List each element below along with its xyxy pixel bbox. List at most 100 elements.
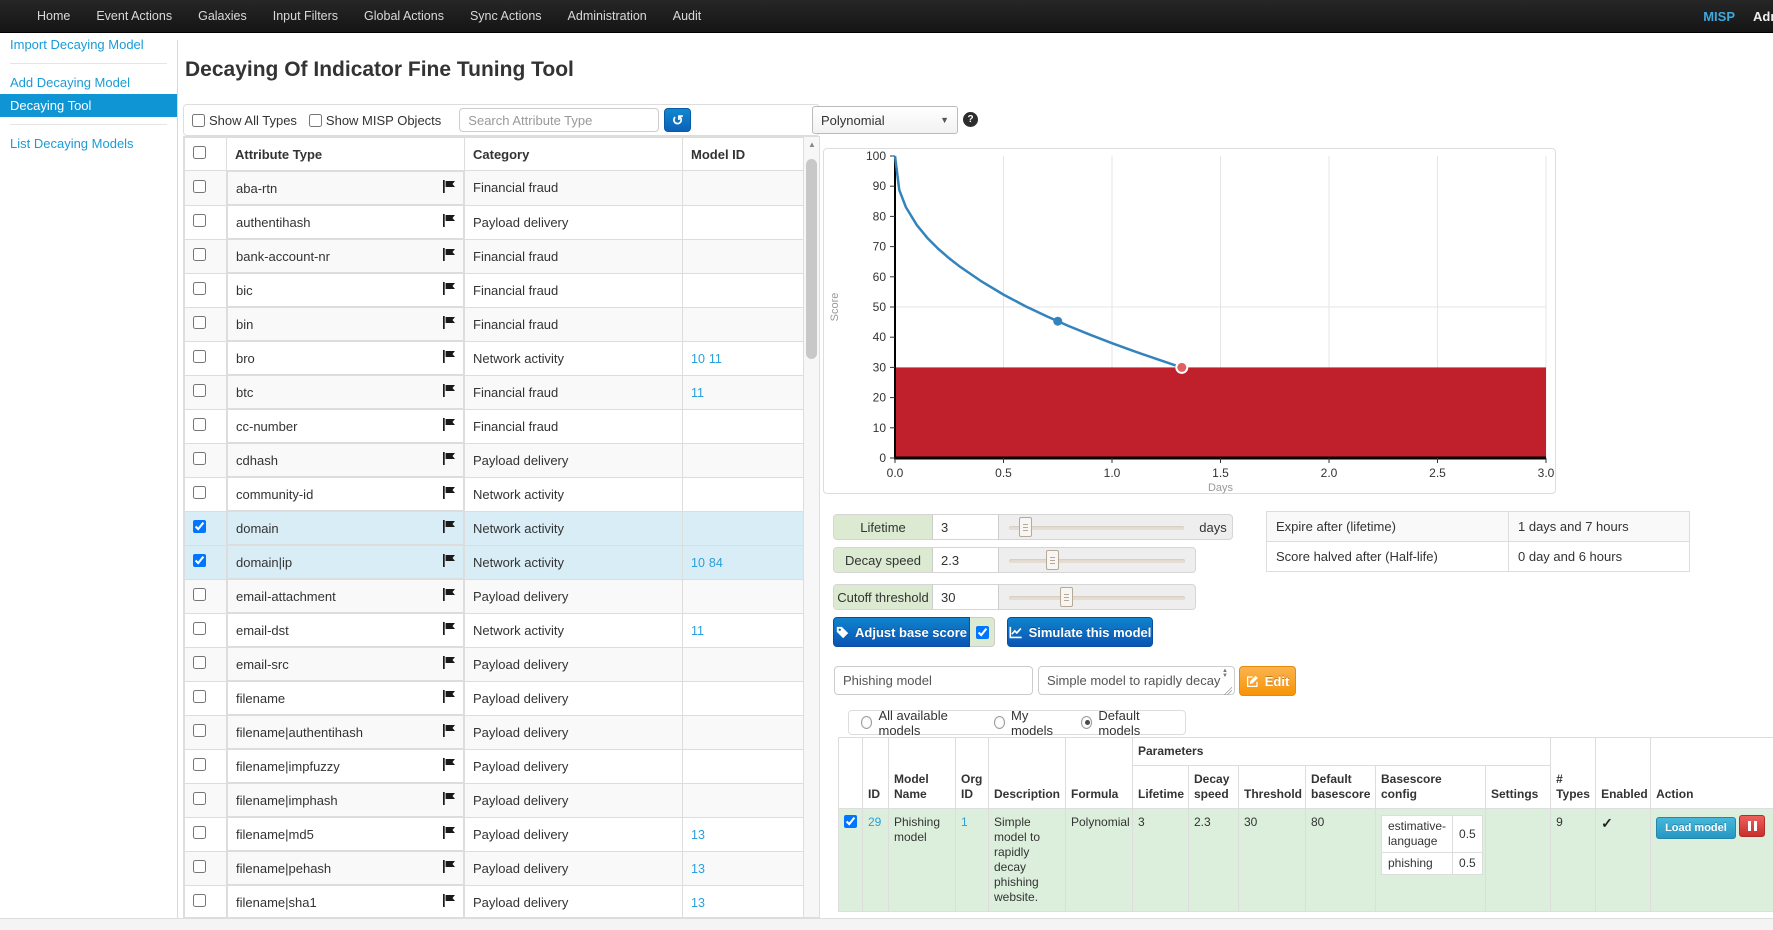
row-checkbox[interactable] <box>193 792 206 805</box>
model-id-link[interactable]: 13 <box>691 862 705 876</box>
model-id-link[interactable]: 84 <box>709 556 723 570</box>
row-checkbox[interactable] <box>193 826 206 839</box>
row-checkbox[interactable] <box>193 724 206 737</box>
attribute-table-scrollbar[interactable]: ▲ <box>803 137 819 917</box>
show-misp-objects-label[interactable]: Show MISP Objects <box>326 113 441 128</box>
misp-brand[interactable]: MISP <box>1703 0 1735 33</box>
row-checkbox[interactable] <box>193 894 206 907</box>
scrollbar-thumb[interactable] <box>806 159 817 359</box>
attribute-row[interactable]: community-idNetwork activity <box>185 477 805 511</box>
attribute-row[interactable]: btcFinancial fraud11 <box>185 375 805 409</box>
show-misp-objects-checkbox[interactable] <box>309 114 322 127</box>
decay-chart[interactable]: 01020304050607080901000.00.51.01.52.02.5… <box>824 149 1557 495</box>
row-checkbox[interactable] <box>193 486 206 499</box>
radio-all-available-models[interactable]: All available models <box>861 708 978 738</box>
row-checkbox[interactable] <box>193 758 206 771</box>
row-checkbox[interactable] <box>193 860 206 873</box>
nav-item-global-actions[interactable]: Global Actions <box>351 0 457 33</box>
nav-item-home[interactable]: Home <box>24 0 83 33</box>
attribute-row[interactable]: broNetwork activity1011 <box>185 341 805 375</box>
sidebar-item-decaying-tool[interactable]: Decaying Tool <box>0 94 177 117</box>
attribute-row[interactable]: authentihashPayload delivery <box>185 205 805 239</box>
row-checkbox[interactable] <box>193 520 206 533</box>
scroll-up-icon[interactable]: ▲ <box>804 137 820 153</box>
attribute-row[interactable]: filename|authentihashPayload delivery <box>185 715 805 749</box>
model-id-link[interactable]: 10 <box>691 352 705 366</box>
attribute-row[interactable]: binFinancial fraud <box>185 307 805 341</box>
edit-model-button[interactable]: Edit <box>1239 666 1296 696</box>
nav-item-sync-actions[interactable]: Sync Actions <box>457 0 555 33</box>
decay-speed-slider-thumb[interactable] <box>1046 550 1059 570</box>
model-name-input[interactable] <box>834 666 1033 695</box>
row-checkbox[interactable] <box>193 316 206 329</box>
show-all-types-label[interactable]: Show All Types <box>209 113 297 128</box>
row-checkbox[interactable] <box>193 656 206 669</box>
simulate-model-button[interactable]: Simulate this model <box>1007 617 1153 647</box>
model-id-link[interactable]: 13 <box>691 828 705 842</box>
row-checkbox[interactable] <box>193 350 206 363</box>
model-id-link[interactable]: 11 <box>691 624 704 638</box>
adjust-base-score-button[interactable]: Adjust base score <box>833 617 970 647</box>
cutoff-threshold-input[interactable] <box>933 590 998 605</box>
attribute-row[interactable]: filename|md5Payload delivery13 <box>185 817 805 851</box>
model-id-link[interactable]: 29 <box>868 815 881 829</box>
attribute-row[interactable]: domainNetwork activity <box>185 511 805 545</box>
row-checkbox[interactable] <box>193 418 206 431</box>
cutoff-threshold-slider-thumb[interactable] <box>1060 587 1073 607</box>
row-checkbox[interactable] <box>193 384 206 397</box>
refresh-button[interactable]: ↺ <box>664 108 691 132</box>
attribute-row[interactable]: aba-rtnFinancial fraud <box>185 171 805 206</box>
row-checkbox[interactable] <box>193 452 206 465</box>
row-checkbox[interactable] <box>193 248 206 261</box>
select-all-checkbox[interactable] <box>193 146 206 159</box>
decay-speed-input[interactable] <box>933 553 998 568</box>
model-id-link[interactable]: 13 <box>691 896 705 910</box>
sidebar-item-add-decaying-model[interactable]: Add Decaying Model <box>0 71 177 94</box>
pause-model-button[interactable] <box>1739 815 1765 837</box>
model-id-link[interactable]: 10 <box>691 556 705 570</box>
attribute-row[interactable]: filename|pehashPayload delivery13 <box>185 851 805 885</box>
attribute-row[interactable]: email-attachmentPayload delivery <box>185 579 805 613</box>
attribute-row[interactable]: filename|sha1Payload delivery13 <box>185 885 805 918</box>
nav-item-administration[interactable]: Administration <box>555 0 660 33</box>
sidebar-item-import-decaying-model[interactable]: Import Decaying Model <box>0 33 177 56</box>
attribute-row[interactable]: email-dstNetwork activity11 <box>185 613 805 647</box>
help-icon[interactable]: ? <box>963 112 978 127</box>
nav-item-galaxies[interactable]: Galaxies <box>185 0 260 33</box>
org-id-link[interactable]: 1 <box>961 815 968 829</box>
radio-default-models[interactable]: Default models <box>1081 708 1173 738</box>
attribute-row[interactable]: cdhashPayload delivery <box>185 443 805 477</box>
model-id-link[interactable]: 11 <box>709 352 722 366</box>
spinner-icon[interactable]: ▲▼ <box>1218 669 1232 679</box>
row-checkbox[interactable] <box>193 180 206 193</box>
attribute-row[interactable]: filenamePayload delivery <box>185 681 805 715</box>
user-menu[interactable]: Admin <box>1753 0 1773 33</box>
cutoff-point[interactable] <box>1176 362 1187 373</box>
attribute-row[interactable]: bank-account-nrFinancial fraud <box>185 239 805 273</box>
row-checkbox[interactable] <box>193 588 206 601</box>
search-attribute-input[interactable] <box>459 108 659 132</box>
decay-speed-slider[interactable] <box>999 548 1195 572</box>
row-checkbox[interactable] <box>193 554 206 567</box>
row-checkbox[interactable] <box>193 282 206 295</box>
formula-select[interactable]: Polynomial ▼ <box>812 106 958 134</box>
lifetime-input[interactable] <box>933 520 998 535</box>
nav-item-audit[interactable]: Audit <box>660 0 715 33</box>
attribute-row[interactable]: cc-numberFinancial fraud <box>185 409 805 443</box>
show-all-types-checkbox[interactable] <box>192 114 205 127</box>
model-row-checkbox[interactable] <box>844 815 857 828</box>
curve-handle-point[interactable] <box>1053 317 1062 326</box>
model-description-textarea[interactable]: Simple model to rapidly decay <box>1038 666 1235 695</box>
lifetime-slider[interactable] <box>999 515 1194 539</box>
row-checkbox[interactable] <box>193 690 206 703</box>
attribute-row[interactable]: domain|ipNetwork activity1084 <box>185 545 805 579</box>
radio-my-models[interactable]: My models <box>994 708 1065 738</box>
attribute-row[interactable]: bicFinancial fraud <box>185 273 805 307</box>
model-id-link[interactable]: 11 <box>691 386 704 400</box>
sidebar-item-list-decaying-models[interactable]: List Decaying Models <box>0 132 177 155</box>
adjust-base-score-checkbox[interactable] <box>976 626 989 639</box>
nav-item-input-filters[interactable]: Input Filters <box>260 0 351 33</box>
load-model-button[interactable]: Load model <box>1656 817 1736 839</box>
attribute-row[interactable]: email-srcPayload delivery <box>185 647 805 681</box>
nav-item-event-actions[interactable]: Event Actions <box>83 0 185 33</box>
